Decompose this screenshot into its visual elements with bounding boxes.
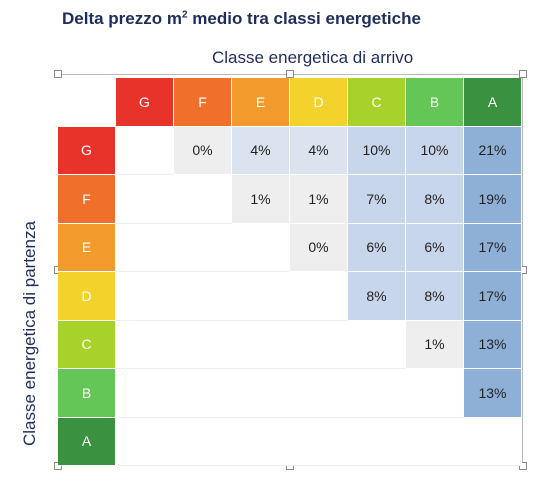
heatmap-cell: 13% [464, 369, 522, 418]
resize-handle-top-left[interactable] [54, 70, 62, 78]
heatmap-cell [116, 223, 174, 272]
heatmap-cell: 19% [464, 175, 522, 224]
row-header-c: C [58, 320, 116, 369]
heatmap-table: G F E D C B A G 0% 4% 4% 10% 10% 21% F 1% 1% 7% 8% 19% E 0% 6%… [58, 78, 522, 466]
heatmap-cell [116, 320, 174, 369]
heatmap-cell [232, 369, 290, 418]
column-header-e: E [232, 78, 290, 127]
heatmap-cell: 17% [464, 223, 522, 272]
heatmap-cell: 21% [464, 126, 522, 175]
heatmap-cell [174, 417, 232, 466]
heatmap-cell: 6% [406, 223, 464, 272]
heatmap-cell [174, 223, 232, 272]
heatmap-cell: 1% [290, 175, 348, 224]
heatmap-cell: 8% [406, 272, 464, 321]
heatmap-cell: 10% [348, 126, 406, 175]
heatmap-cell: 10% [406, 126, 464, 175]
row-header-g: G [58, 126, 116, 175]
heatmap-cell: 8% [348, 272, 406, 321]
heatmap-cell [174, 175, 232, 224]
column-header-f: F [174, 78, 232, 127]
row-header-a: A [58, 417, 116, 466]
row-header-e: E [58, 223, 116, 272]
resize-handle-top-center[interactable] [286, 70, 294, 78]
heatmap-cell [290, 320, 348, 369]
heatmap-cell [174, 369, 232, 418]
heatmap-cell: 4% [290, 126, 348, 175]
heatmap-cell [116, 369, 174, 418]
heatmap-cell [232, 223, 290, 272]
heatmap-cell [174, 272, 232, 321]
heatmap-cell [406, 369, 464, 418]
heatmap-cell [290, 369, 348, 418]
chart-title: Delta prezzo m2 medio tra classi energet… [62, 9, 421, 28]
column-header-d: D [290, 78, 348, 127]
heatmap-cell [290, 272, 348, 321]
heatmap-cell [116, 272, 174, 321]
heatmap-cell: 0% [290, 223, 348, 272]
row-header-d: D [58, 272, 116, 321]
heatmap-cell: 1% [232, 175, 290, 224]
heatmap-cell: 4% [232, 126, 290, 175]
heatmap-cell [116, 417, 174, 466]
heatmap-cell [290, 417, 348, 466]
x-axis-label: Classe energetica di arrivo [212, 48, 414, 67]
heatmap-cell [232, 272, 290, 321]
column-header-g: G [116, 78, 174, 127]
heatmap-cell: 1% [406, 320, 464, 369]
heatmap-cell [348, 320, 406, 369]
heatmap-cell [232, 417, 290, 466]
resize-handle-bottom-right[interactable] [519, 462, 527, 470]
heatmap-cell [232, 320, 290, 369]
heatmap-cell [348, 417, 406, 466]
heatmap-cell: 13% [464, 320, 522, 369]
y-axis-label: Classe energetica di partenza [20, 221, 39, 446]
column-header-c: C [348, 78, 406, 127]
heatmap-cell: 7% [348, 175, 406, 224]
heatmap-cell: 17% [464, 272, 522, 321]
resize-handle-top-right[interactable] [519, 70, 527, 78]
heatmap-cell [116, 175, 174, 224]
column-header-a: A [464, 78, 522, 127]
column-header-b: B [406, 78, 464, 127]
heatmap-cell [406, 417, 464, 466]
heatmap-cell: 6% [348, 223, 406, 272]
row-header-f: F [58, 175, 116, 224]
heatmap-cell [116, 126, 174, 175]
heatmap-cell [348, 369, 406, 418]
row-header-b: B [58, 369, 116, 418]
heatmap-cell [174, 320, 232, 369]
heatmap-cell [464, 417, 522, 466]
heatmap-cell: 8% [406, 175, 464, 224]
heatmap-cell: 0% [174, 126, 232, 175]
corner-cell [58, 78, 116, 127]
